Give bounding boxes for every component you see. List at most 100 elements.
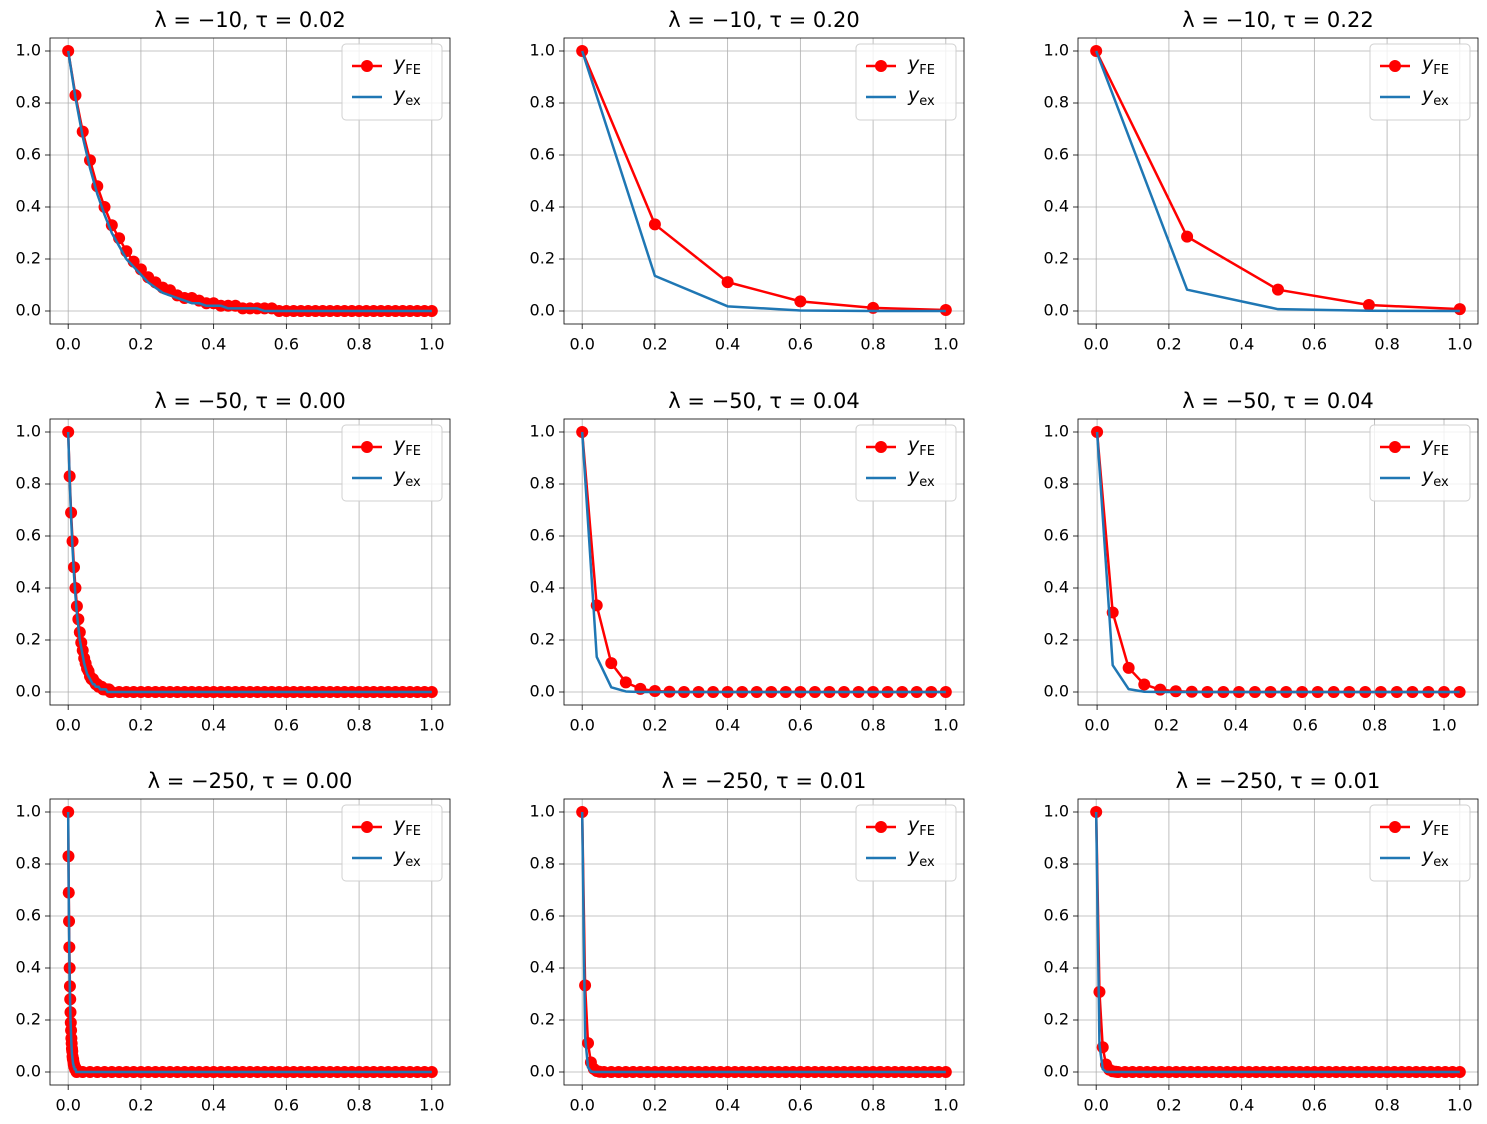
x-tick-label: 0.6 bbox=[1302, 1096, 1327, 1115]
legend-name: y bbox=[1421, 845, 1434, 867]
axes-frame bbox=[1077, 418, 1479, 706]
y-tick-label: 0.2 bbox=[530, 249, 555, 268]
x-tick-label: 0.0 bbox=[55, 716, 80, 735]
legend-subscript: FE bbox=[919, 63, 935, 78]
y-tick-label: 1.0 bbox=[16, 422, 41, 441]
x-tick-label: 0.8 bbox=[860, 1096, 885, 1115]
legend-label: yFE bbox=[907, 814, 935, 839]
legend-subscript: FE bbox=[1433, 824, 1449, 839]
x-tick-label: 0.0 bbox=[1083, 335, 1108, 354]
point-marker bbox=[721, 276, 734, 289]
legend-name: y bbox=[1421, 465, 1434, 487]
y-tick-label: 0.8 bbox=[530, 93, 555, 112]
y-tick-label: 0.6 bbox=[16, 145, 41, 164]
chart-title: λ = −10, τ = 0.20 bbox=[668, 8, 859, 32]
legend-marker bbox=[1389, 821, 1401, 833]
legend-subscript: ex bbox=[919, 94, 935, 109]
point-marker bbox=[619, 676, 632, 689]
y-tick-label: 0.4 bbox=[16, 958, 41, 977]
x-tick-label: 0.6 bbox=[274, 716, 299, 735]
axes-frame bbox=[1077, 37, 1479, 325]
axes-frame bbox=[49, 798, 451, 1086]
legend-subscript: FE bbox=[405, 824, 421, 839]
legend-label: yFE bbox=[1421, 53, 1449, 78]
y-tick-label: 1.0 bbox=[1044, 422, 1069, 441]
y-tick-label: 0.2 bbox=[1044, 249, 1069, 268]
legend-subscript: ex bbox=[1433, 94, 1449, 109]
chart-title: λ = −250, τ = 0.01 bbox=[662, 769, 867, 793]
y-tick-label: 0.2 bbox=[1044, 1010, 1069, 1029]
x-tick-label: 0.2 bbox=[642, 716, 667, 735]
legend-name: y bbox=[1421, 84, 1434, 106]
y-tick-label: 1.0 bbox=[530, 422, 555, 441]
x-tick-label: 0.4 bbox=[1229, 335, 1254, 354]
x-tick-label: 0.6 bbox=[1293, 716, 1318, 735]
legend-subscript: ex bbox=[1433, 475, 1449, 490]
x-tick-label: 0.6 bbox=[274, 335, 299, 354]
x-tick-label: 0.8 bbox=[346, 1096, 371, 1115]
legend-name: y bbox=[907, 434, 920, 456]
y-tick-label: 0.6 bbox=[530, 526, 555, 545]
y-tick-label: 1.0 bbox=[530, 802, 555, 821]
point-marker bbox=[1453, 686, 1466, 698]
x-tick-label: 0.2 bbox=[1154, 716, 1179, 735]
legend-box bbox=[855, 43, 957, 121]
x-tick-label: 0.8 bbox=[1374, 1096, 1399, 1115]
legend-name: y bbox=[1421, 814, 1434, 836]
chart-title: λ = −50, τ = 0.04 bbox=[1182, 389, 1373, 413]
point-marker bbox=[1138, 678, 1151, 691]
x-tick-label: 0.2 bbox=[128, 716, 153, 735]
legend-marker bbox=[875, 60, 887, 72]
y-tick-label: 0.6 bbox=[530, 145, 555, 164]
legend-name: y bbox=[907, 845, 920, 867]
legend-subscript: ex bbox=[405, 94, 421, 109]
x-tick-label: 0.2 bbox=[128, 335, 153, 354]
x-tick-label: 0.2 bbox=[642, 1096, 667, 1115]
y-tick-label: 1.0 bbox=[1044, 41, 1069, 60]
legend-label: yFE bbox=[907, 434, 935, 459]
y-tick-label: 0.0 bbox=[16, 682, 41, 701]
y-tick-label: 0.2 bbox=[530, 1010, 555, 1029]
point-marker bbox=[1453, 303, 1466, 316]
legend-name: y bbox=[1421, 434, 1434, 456]
x-tick-label: 0.6 bbox=[788, 1096, 813, 1115]
x-tick-label: 0.6 bbox=[788, 335, 813, 354]
y-tick-label: 0.2 bbox=[1044, 630, 1069, 649]
chart-title: λ = −50, τ = 0.00 bbox=[154, 389, 345, 413]
y-tick-label: 1.0 bbox=[16, 41, 41, 60]
y-tick-label: 0.0 bbox=[1044, 1062, 1069, 1081]
x-tick-label: 0.4 bbox=[201, 1096, 226, 1115]
point-marker bbox=[605, 657, 618, 670]
y-tick-label: 0.4 bbox=[530, 958, 555, 977]
legend-subscript: FE bbox=[1433, 63, 1449, 78]
series-line bbox=[1094, 811, 1460, 1074]
legend-marker bbox=[361, 821, 373, 833]
legend-label: yex bbox=[907, 845, 935, 870]
x-tick-label: 0.0 bbox=[569, 716, 594, 735]
legend-label: yFE bbox=[393, 53, 421, 78]
legend-name: y bbox=[393, 814, 406, 836]
legend-marker bbox=[875, 821, 887, 833]
point-marker bbox=[1181, 230, 1194, 243]
y-tick-label: 0.8 bbox=[1044, 854, 1069, 873]
legend-box bbox=[855, 424, 957, 502]
x-tick-label: 0.0 bbox=[55, 1096, 80, 1115]
chart-title: λ = −10, τ = 0.22 bbox=[1182, 8, 1373, 32]
y-tick-label: 0.6 bbox=[16, 906, 41, 925]
y-tick-label: 0.0 bbox=[530, 1062, 555, 1081]
axes-frame bbox=[563, 37, 965, 325]
legend-label: yFE bbox=[393, 434, 421, 459]
series-line bbox=[66, 811, 432, 1074]
legend-subscript: ex bbox=[919, 475, 935, 490]
chart-title: λ = −250, τ = 0.01 bbox=[1176, 769, 1381, 793]
axes-frame bbox=[563, 798, 965, 1086]
y-tick-label: 0.4 bbox=[16, 578, 41, 597]
legend-marker bbox=[1389, 441, 1401, 453]
y-tick-label: 0.0 bbox=[530, 682, 555, 701]
legend-name: y bbox=[1421, 53, 1434, 75]
y-tick-label: 0.8 bbox=[530, 854, 555, 873]
legend-marker bbox=[361, 60, 373, 72]
series-line bbox=[1095, 50, 1460, 313]
y-tick-label: 0.2 bbox=[16, 630, 41, 649]
